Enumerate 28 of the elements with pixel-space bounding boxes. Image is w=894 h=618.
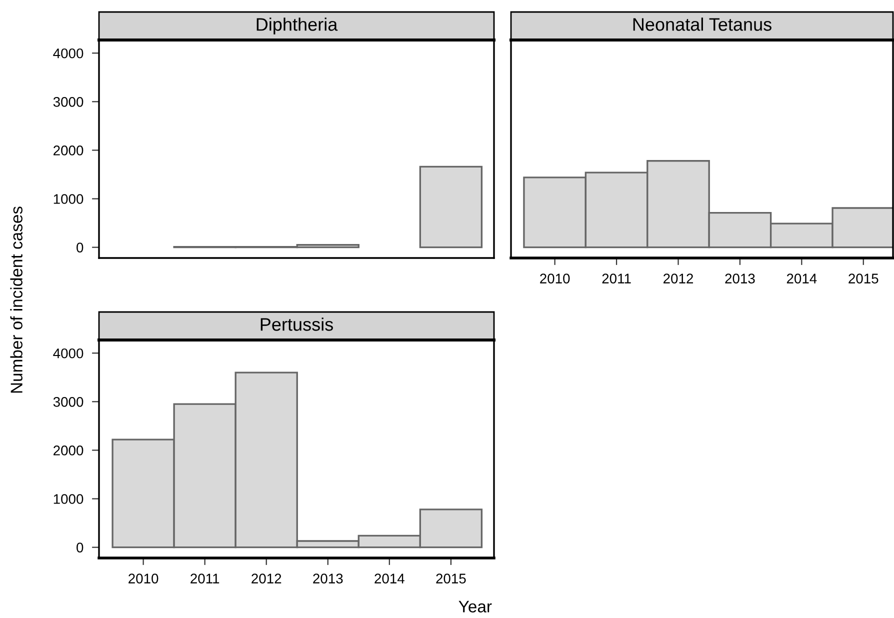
y-axis-title: Number of incident cases (10, 206, 22, 393)
y-tick-label: 3000 (53, 396, 84, 407)
x-tick-label: 2012 (663, 274, 693, 284)
y-tick-label: 1000 (54, 194, 84, 204)
y-tick-label: 2000 (54, 446, 84, 456)
x-tick-label: 2011 (602, 274, 631, 284)
y-tick-label: 4000 (53, 48, 84, 58)
y-tick-label: 0 (76, 542, 84, 552)
chart-title: Diphtheria (256, 18, 338, 34)
y-tick-label: 4000 (53, 348, 84, 358)
y-tick-label: 2000 (54, 146, 84, 156)
x-tick-label: 2010 (128, 574, 158, 584)
x-axis-title: Year (458, 600, 492, 612)
x-tick-label: 2014 (374, 574, 404, 584)
x-tick-label: 2014 (786, 274, 817, 284)
chart-title: Pertussis (260, 318, 333, 331)
bar (419, 166, 483, 248)
x-tick-label: 2015 (436, 574, 466, 584)
x-tick-label: 2012 (252, 574, 282, 584)
y-tick-label: 3000 (53, 96, 84, 107)
x-tick-label: 2010 (540, 274, 570, 284)
y-tick-label: 0 (76, 242, 84, 252)
x-tick-label: 2013 (725, 274, 755, 284)
chart-title: Neonatal Tetanus (633, 18, 772, 31)
x-tick-label: 2013 (313, 574, 343, 584)
x-tick-label: 2011 (190, 574, 220, 584)
y-tick-label: 1000 (54, 494, 84, 504)
x-tick-label: 2015 (848, 274, 878, 284)
